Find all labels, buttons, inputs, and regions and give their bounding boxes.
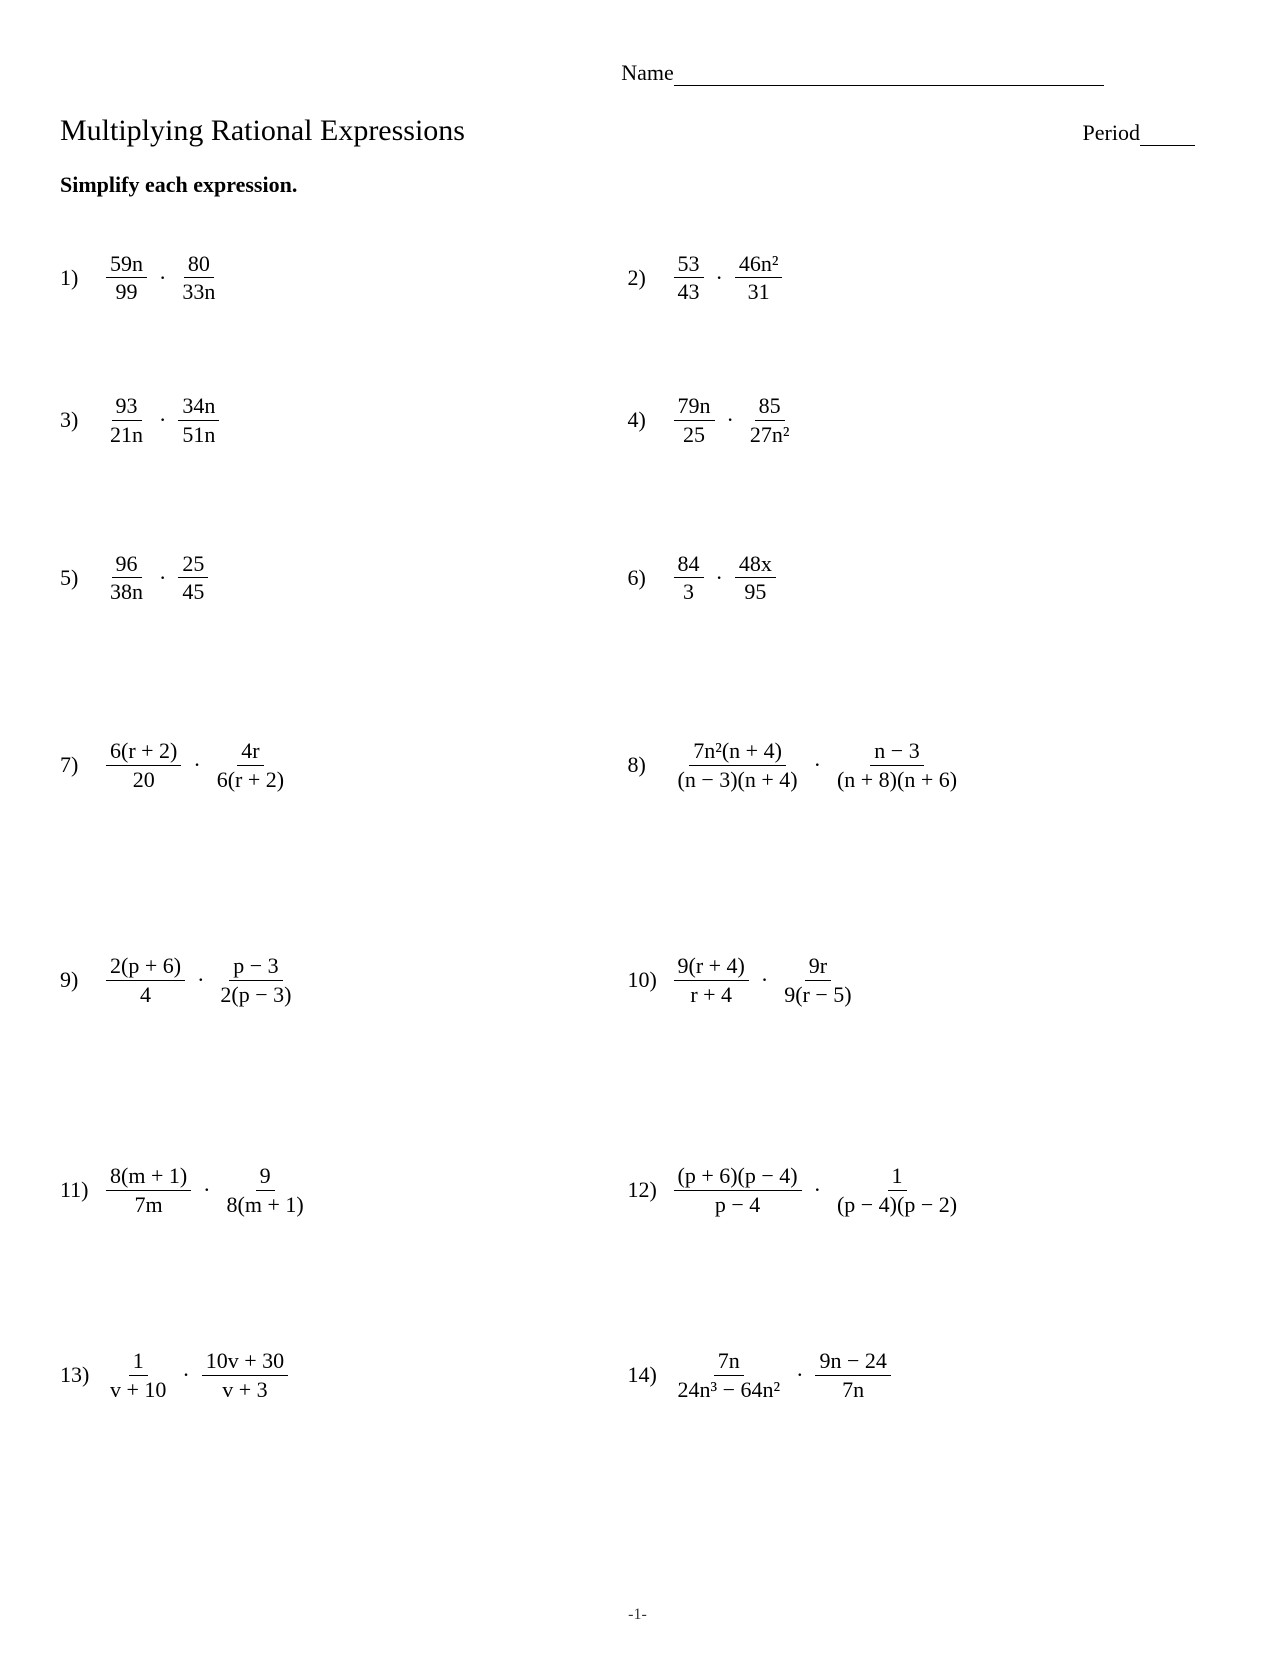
multiply-dot: · bbox=[157, 565, 168, 591]
fraction: 10v + 30v + 3 bbox=[202, 1349, 288, 1400]
problem-expression: 7n24n³ − 64n² · 9n − 247n bbox=[674, 1349, 891, 1400]
problem-number: 7) bbox=[60, 752, 94, 778]
problem-number: 11) bbox=[60, 1177, 94, 1203]
problem-11: 11) 8(m + 1)7m · 98(m + 1) bbox=[60, 1090, 628, 1290]
worksheet-page: Name Multiplying Rational Expressions Pe… bbox=[0, 0, 1275, 1664]
period-label: Period bbox=[1083, 120, 1140, 145]
name-label: Name bbox=[621, 60, 674, 85]
problem-expression: 7n²(n + 4)(n − 3)(n + 4) · n − 3(n + 8)(… bbox=[674, 739, 962, 790]
fraction: 34n51n bbox=[178, 394, 219, 445]
problem-number: 1) bbox=[60, 265, 94, 291]
problem-expression: (p + 6)(p − 4)p − 4 · 1(p − 4)(p − 2) bbox=[674, 1164, 962, 1215]
fraction: 8033n bbox=[178, 252, 219, 303]
fraction: 48x95 bbox=[735, 552, 776, 603]
fraction: 2545 bbox=[178, 552, 208, 603]
problem-number: 13) bbox=[60, 1362, 94, 1388]
fraction: 7n24n³ − 64n² bbox=[674, 1349, 785, 1400]
fraction: p − 32(p − 3) bbox=[216, 954, 295, 1005]
problems-grid: 1) 59n99 · 8033n 2) 5343 · 46n²31 3) 932… bbox=[60, 210, 1195, 1460]
problem-number: 4) bbox=[628, 407, 662, 433]
problem-expression: 59n99 · 8033n bbox=[106, 252, 219, 303]
multiply-dot: · bbox=[725, 407, 736, 433]
fraction: 59n99 bbox=[106, 252, 147, 303]
problem-expression: 843 · 48x95 bbox=[674, 552, 776, 603]
multiply-dot: · bbox=[157, 407, 168, 433]
page-title: Multiplying Rational Expressions bbox=[60, 114, 465, 148]
problem-number: 5) bbox=[60, 565, 94, 591]
fraction: 8(m + 1)7m bbox=[106, 1164, 191, 1215]
problem-7: 7) 6(r + 2)20 · 4r6(r + 2) bbox=[60, 660, 628, 870]
problem-expression: 8(m + 1)7m · 98(m + 1) bbox=[106, 1164, 308, 1215]
instruction-text: Simplify each expression. bbox=[60, 172, 1195, 198]
problem-13: 13) 1v + 10 · 10v + 30v + 3 bbox=[60, 1290, 628, 1460]
problem-4: 4) 79n25 · 8527n² bbox=[628, 345, 1196, 495]
problem-number: 12) bbox=[628, 1177, 662, 1203]
problem-3: 3) 9321n · 34n51n bbox=[60, 345, 628, 495]
problem-number: 14) bbox=[628, 1362, 662, 1388]
problem-expression: 9321n · 34n51n bbox=[106, 394, 219, 445]
problem-2: 2) 5343 · 46n²31 bbox=[628, 210, 1196, 345]
problem-expression: 9638n · 2545 bbox=[106, 552, 208, 603]
fraction: n − 3(n + 8)(n + 6) bbox=[833, 739, 961, 790]
multiply-dot: · bbox=[714, 265, 725, 291]
problem-1: 1) 59n99 · 8033n bbox=[60, 210, 628, 345]
fraction: 9638n bbox=[106, 552, 147, 603]
problem-12: 12) (p + 6)(p − 4)p − 4 · 1(p − 4)(p − 2… bbox=[628, 1090, 1196, 1290]
problem-9: 9) 2(p + 6)4 · p − 32(p − 3) bbox=[60, 870, 628, 1090]
fraction: 1v + 10 bbox=[106, 1349, 170, 1400]
fraction: 46n²31 bbox=[735, 252, 783, 303]
fraction: 7n²(n + 4)(n − 3)(n + 4) bbox=[674, 739, 802, 790]
problem-expression: 6(r + 2)20 · 4r6(r + 2) bbox=[106, 739, 288, 790]
fraction: (p + 6)(p − 4)p − 4 bbox=[674, 1164, 802, 1215]
problem-expression: 9(r + 4)r + 4 · 9r9(r − 5) bbox=[674, 954, 856, 1005]
multiply-dot: · bbox=[794, 1362, 805, 1388]
problem-8: 8) 7n²(n + 4)(n − 3)(n + 4) · n − 3(n + … bbox=[628, 660, 1196, 870]
fraction: 5343 bbox=[674, 252, 704, 303]
fraction: 8527n² bbox=[746, 394, 794, 445]
fraction: 2(p + 6)4 bbox=[106, 954, 185, 1005]
multiply-dot: · bbox=[714, 565, 725, 591]
fraction: 843 bbox=[674, 552, 704, 603]
fraction: 98(m + 1) bbox=[223, 1164, 308, 1215]
multiply-dot: · bbox=[812, 1177, 823, 1203]
problem-expression: 5343 · 46n²31 bbox=[674, 252, 783, 303]
problem-10: 10) 9(r + 4)r + 4 · 9r9(r − 5) bbox=[628, 870, 1196, 1090]
problem-6: 6) 843 · 48x95 bbox=[628, 495, 1196, 660]
problem-number: 2) bbox=[628, 265, 662, 291]
fraction: 4r6(r + 2) bbox=[213, 739, 288, 790]
fraction: 79n25 bbox=[674, 394, 715, 445]
problem-number: 9) bbox=[60, 967, 94, 993]
fraction: 6(r + 2)20 bbox=[106, 739, 181, 790]
name-row: Name bbox=[60, 60, 1195, 86]
multiply-dot: · bbox=[180, 1362, 191, 1388]
problem-5: 5) 9638n · 2545 bbox=[60, 495, 628, 660]
problem-number: 3) bbox=[60, 407, 94, 433]
fraction: 9321n bbox=[106, 394, 147, 445]
fraction: 9n − 247n bbox=[815, 1349, 890, 1400]
fraction: 1(p − 4)(p − 2) bbox=[833, 1164, 961, 1215]
fraction: 9r9(r − 5) bbox=[780, 954, 855, 1005]
multiply-dot: · bbox=[201, 1177, 212, 1203]
page-footer: -1- bbox=[0, 1606, 1275, 1624]
period-field: Period bbox=[1083, 120, 1195, 146]
fraction: 9(r + 4)r + 4 bbox=[674, 954, 749, 1005]
problem-expression: 2(p + 6)4 · p − 32(p − 3) bbox=[106, 954, 295, 1005]
problem-expression: 79n25 · 8527n² bbox=[674, 394, 794, 445]
multiply-dot: · bbox=[195, 967, 206, 993]
multiply-dot: · bbox=[191, 752, 202, 778]
name-blank-line[interactable] bbox=[674, 65, 1104, 86]
problem-number: 8) bbox=[628, 752, 662, 778]
problem-number: 10) bbox=[628, 967, 662, 993]
title-row: Multiplying Rational Expressions Period bbox=[60, 114, 1195, 148]
multiply-dot: · bbox=[759, 967, 770, 993]
problem-number: 6) bbox=[628, 565, 662, 591]
multiply-dot: · bbox=[157, 265, 168, 291]
multiply-dot: · bbox=[812, 752, 823, 778]
problem-expression: 1v + 10 · 10v + 30v + 3 bbox=[106, 1349, 288, 1400]
problem-14: 14) 7n24n³ − 64n² · 9n − 247n bbox=[628, 1290, 1196, 1460]
period-blank-line[interactable] bbox=[1140, 127, 1195, 146]
